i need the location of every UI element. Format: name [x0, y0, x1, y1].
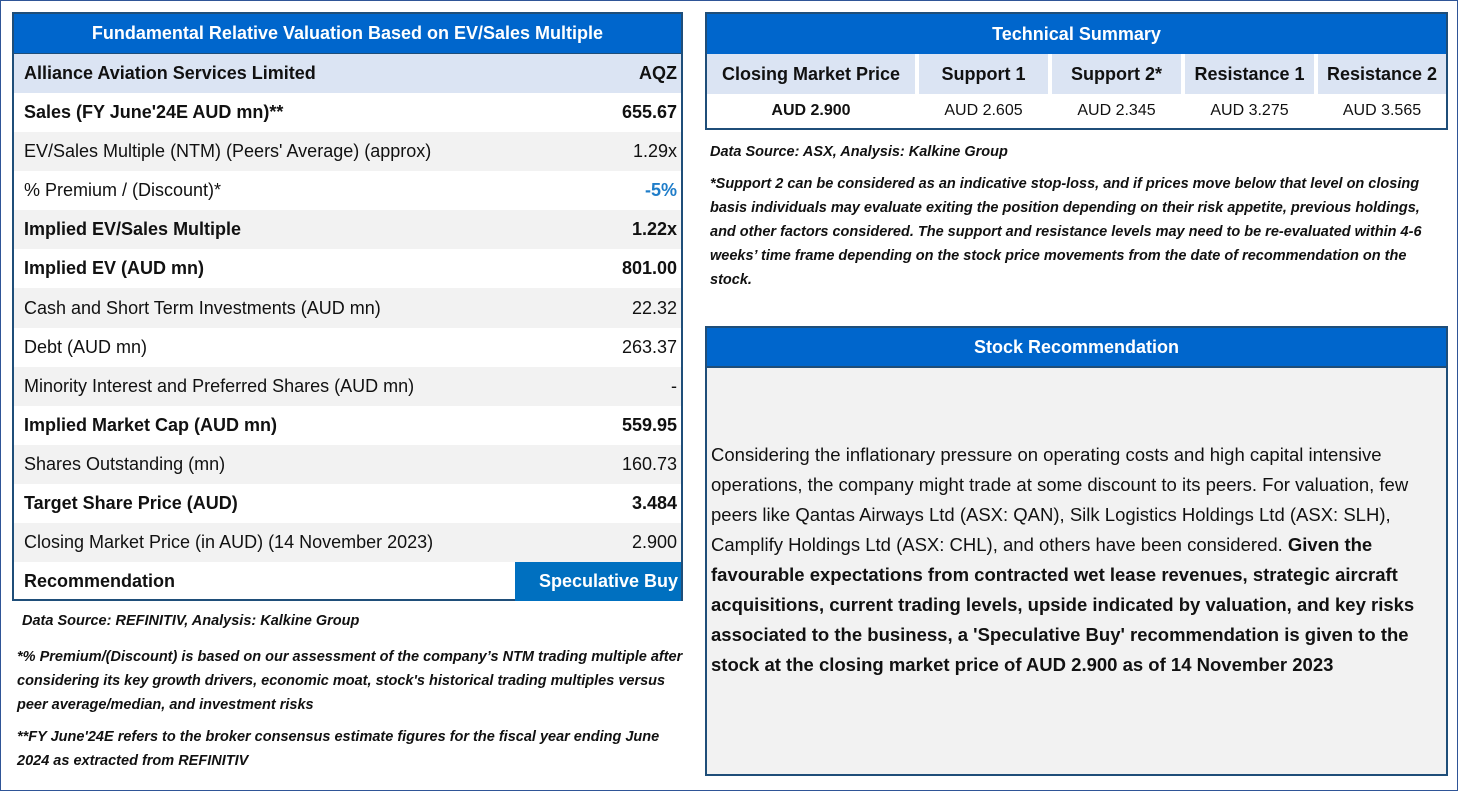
- header-support-2: Support 2*: [1052, 54, 1185, 94]
- recommendation-title: Stock Recommendation: [707, 328, 1446, 368]
- row-shares-outstanding: Shares Outstanding (mn) 160.73: [14, 444, 681, 484]
- row-implied-market-cap: Implied Market Cap (AUD mn) 559.95: [14, 406, 681, 445]
- row-label: Closing Market Price (in AUD) (14 Novemb…: [24, 532, 434, 553]
- row-premium-discount: % Premium / (Discount)* -5%: [14, 171, 681, 210]
- row-cash: Cash and Short Term Investments (AUD mn)…: [14, 288, 681, 328]
- recommendation-text: Considering the inflationary pressure on…: [711, 440, 1439, 680]
- row-debt: Debt (AUD mn) 263.37: [14, 328, 681, 367]
- fy-footnote: **FY June'24E refers to the broker conse…: [17, 729, 660, 769]
- row-label: Implied EV/Sales Multiple: [24, 219, 242, 240]
- valuation-title: Fundamental Relative Valuation Based on …: [14, 14, 681, 54]
- technical-summary-table: Technical Summary Closing Market Price S…: [705, 12, 1448, 130]
- row-label: % Premium / (Discount)*: [24, 180, 222, 201]
- row-label: EV/Sales Multiple (NTM) (Peers' Average)…: [24, 141, 432, 162]
- value-resistance-1: AUD 3.275: [1185, 94, 1318, 128]
- header-support-1: Support 1: [919, 54, 1052, 94]
- row-value: 3.484: [631, 492, 677, 513]
- row-value: -5%: [644, 180, 677, 201]
- row-label: Sales (FY June'24E AUD mn)**: [24, 102, 284, 123]
- row-label: Minority Interest and Preferred Shares (…: [24, 375, 415, 396]
- stock-recommendation-box: Stock Recommendation Considering the inf…: [705, 326, 1448, 776]
- row-value: 263.37: [621, 336, 677, 357]
- support-footnote: *Support 2 can be considered as an indic…: [710, 176, 1422, 288]
- row-sales: Sales (FY June'24E AUD mn)** 655.67: [14, 93, 681, 132]
- technical-source: Data Source: ASX, Analysis: Kalkine Grou…: [710, 144, 1008, 160]
- row-value: 1.29x: [632, 141, 677, 162]
- row-label: Target Share Price (AUD): [24, 492, 238, 513]
- value-resistance-2: AUD 3.565: [1318, 94, 1446, 128]
- row-implied-multiple: Implied EV/Sales Multiple 1.22x: [14, 210, 681, 250]
- valuation-source: Data Source: REFINITIV, Analysis: Kalkin…: [22, 613, 360, 629]
- row-recommendation: Recommendation Speculative Buy: [14, 562, 681, 602]
- row-value: 655.67: [621, 102, 677, 123]
- row-label: Shares Outstanding (mn): [24, 453, 226, 474]
- row-label: Implied EV (AUD mn): [24, 258, 205, 279]
- row-label: Cash and Short Term Investments (AUD mn): [24, 297, 381, 318]
- row-label: Recommendation: [24, 571, 176, 592]
- recommendation-text-regular: Considering the inflationary pressure on…: [711, 444, 1409, 555]
- row-value: 2.900: [631, 532, 677, 553]
- row-value: 801.00: [621, 258, 677, 279]
- technical-title: Technical Summary: [707, 14, 1446, 54]
- header-resistance-1: Resistance 1: [1185, 54, 1318, 94]
- header-closing-price: Closing Market Price: [707, 54, 919, 94]
- row-value: 1.22x: [631, 219, 677, 240]
- row-ev-sales-multiple: EV/Sales Multiple (NTM) (Peers' Average)…: [14, 132, 681, 172]
- company-row: Alliance Aviation Services Limited AQZ: [14, 54, 681, 93]
- technical-grid: Closing Market Price Support 1 Support 2…: [707, 54, 1446, 128]
- recommendation-badge: Speculative Buy: [515, 562, 681, 602]
- ticker: AQZ: [639, 63, 677, 83]
- recommendation-text-bold: Given the favourable expectations from c…: [711, 534, 1415, 675]
- row-closing-price: Closing Market Price (in AUD) (14 Novemb…: [14, 523, 681, 563]
- header-resistance-2: Resistance 2: [1318, 54, 1446, 94]
- row-value: 559.95: [621, 414, 677, 435]
- value-support-2: AUD 2.345: [1052, 94, 1185, 128]
- row-minority-interest: Minority Interest and Preferred Shares (…: [14, 366, 681, 406]
- row-label: Implied Market Cap (AUD mn): [24, 414, 278, 435]
- premium-footnote: *% Premium/(Discount) is based on our as…: [17, 649, 683, 713]
- value-closing-price: AUD 2.900: [707, 94, 919, 128]
- company-name: Alliance Aviation Services Limited: [24, 63, 316, 83]
- row-target-price: Target Share Price (AUD) 3.484: [14, 484, 681, 523]
- row-value: 160.73: [621, 453, 677, 474]
- row-value: -: [671, 375, 677, 396]
- valuation-table: Fundamental Relative Valuation Based on …: [12, 12, 683, 602]
- value-support-1: AUD 2.605: [919, 94, 1052, 128]
- row-label: Debt (AUD mn): [24, 336, 148, 357]
- row-implied-ev: Implied EV (AUD mn) 801.00: [14, 249, 681, 288]
- row-value: 22.32: [631, 297, 677, 318]
